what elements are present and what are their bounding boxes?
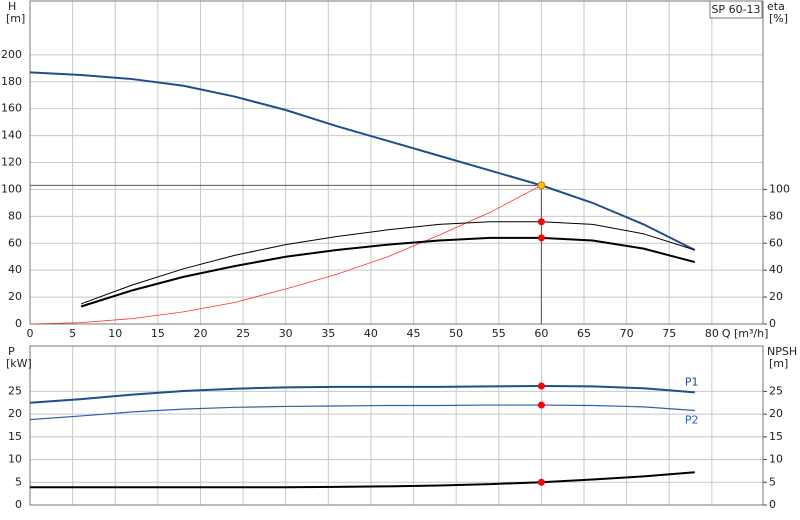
- curve-label: P1: [685, 375, 699, 388]
- y2-tick-label: 100: [769, 182, 790, 195]
- y2-tick-label: 20: [769, 290, 783, 303]
- curve: [29, 71, 696, 251]
- y-tick-label: 0: [15, 317, 22, 330]
- operating-point: [537, 181, 546, 190]
- x-tick-label: 75: [662, 327, 676, 340]
- y-tick-label: 15: [8, 430, 22, 443]
- y2-tick-label: 25: [769, 384, 783, 397]
- x-tick-label: 25: [236, 327, 250, 340]
- y-tick-label: 160: [1, 102, 22, 115]
- chart-title: SP 60-13: [711, 3, 760, 16]
- x-tick-label: 45: [407, 327, 421, 340]
- y2-tick-label: 5: [769, 475, 776, 488]
- y-tick-label: 140: [1, 129, 22, 142]
- curve: [30, 471, 695, 489]
- y-tick-label: 180: [1, 75, 22, 88]
- y2-tick-label: 80: [769, 209, 783, 222]
- x-tick-label: 35: [321, 327, 335, 340]
- x-tick-label: 40: [364, 327, 378, 340]
- y2-tick-label: 40: [769, 263, 783, 276]
- y-tick-label: 20: [8, 407, 22, 420]
- x-axis-label: Q [m³/h]: [722, 327, 769, 340]
- y-tick-label: 40: [8, 263, 22, 276]
- curve: [80, 236, 696, 308]
- y-tick-label: 60: [8, 236, 22, 249]
- x-tick-label: 80: [705, 327, 719, 340]
- y2-axis-unit: [%]: [769, 12, 788, 25]
- x-tick-label: 20: [193, 327, 207, 340]
- x-tick-label: 70: [620, 327, 634, 340]
- curve: [80, 221, 695, 305]
- y2-tick-label: 15: [769, 430, 783, 443]
- x-tick-label: 5: [69, 327, 76, 340]
- y-tick-label: 5: [15, 475, 22, 488]
- operating-point: [537, 382, 545, 390]
- y-axis-unit: [m]: [6, 12, 25, 25]
- y2-axis-unit: [m]: [769, 357, 788, 370]
- y-tick-label: 25: [8, 384, 22, 397]
- y2-tick-label: 60: [769, 236, 783, 249]
- plot-frame: [29, 0, 764, 325]
- y2-tick-label: 10: [769, 453, 783, 466]
- title-box: [709, 0, 763, 19]
- y2-tick-label: 0: [769, 317, 776, 330]
- y2-axis-label: NPSH: [767, 345, 797, 358]
- y-axis-unit: [kW]: [6, 357, 32, 370]
- y-tick-label: 0: [15, 498, 22, 511]
- x-tick-label: 0: [27, 327, 34, 340]
- operating-point: [537, 218, 545, 226]
- curve: [29, 185, 542, 325]
- x-tick-label: 30: [279, 327, 293, 340]
- y-axis-label: P: [8, 345, 15, 358]
- x-tick-label: 10: [108, 327, 122, 340]
- curve: [29, 384, 695, 404]
- operating-point: [537, 401, 545, 409]
- y-tick-label: 10: [8, 453, 22, 466]
- y2-tick-label: 20: [769, 407, 783, 420]
- y2-axis-label: eta: [767, 0, 785, 13]
- y-tick-label: 20: [8, 290, 22, 303]
- y-tick-label: 100: [1, 182, 22, 195]
- x-tick-label: 60: [534, 327, 548, 340]
- x-tick-label: 65: [577, 327, 591, 340]
- y-tick-label: 120: [1, 156, 22, 169]
- operating-point: [537, 478, 545, 486]
- x-tick-label: 50: [449, 327, 463, 340]
- curve: [29, 404, 695, 421]
- y-axis-label: H: [8, 0, 16, 13]
- plot-frame: [29, 345, 764, 506]
- curve-label: P2: [685, 414, 699, 427]
- x-tick-label: 55: [492, 327, 506, 340]
- y-tick-label: 200: [1, 48, 22, 61]
- y-tick-label: 80: [8, 209, 22, 222]
- x-tick-label: 15: [151, 327, 165, 340]
- y2-tick-label: 0: [769, 498, 776, 511]
- operating-point: [537, 234, 545, 242]
